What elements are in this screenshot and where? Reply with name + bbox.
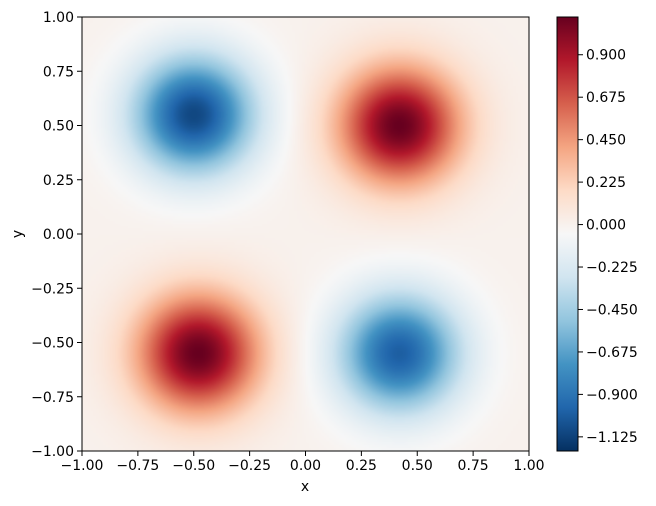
y-tick-label: 0.25 (43, 173, 74, 189)
colorbar-tick-label: 0.225 (586, 175, 626, 191)
x-tick-label: −0.25 (228, 458, 271, 474)
colorbar-tick-label: −1.125 (586, 430, 638, 446)
y-tick-label: −0.25 (31, 281, 74, 297)
x-tick-label: 0.75 (458, 458, 489, 474)
y-tick-label: 0.50 (43, 119, 74, 135)
colorbar-tick-label: −0.450 (586, 302, 638, 318)
colorbar-tick-label: −0.900 (586, 387, 638, 403)
y-tick-label: −1.00 (31, 444, 74, 460)
colorbar: 0.900 0.675 0.450 0.225 0.000 −0.225 −0.450 −0.… (556, 16, 638, 452)
plot-area: −1.00 −0.75 −0.50 −0.25 0.00 0.25 0.50 0.75 1.00… (31, 10, 544, 474)
colorbar-tick-label: 0.675 (586, 90, 626, 106)
x-tick-label: 0.25 (346, 458, 377, 474)
colorbar-tick-label: 0.900 (586, 48, 626, 64)
y-tick-label: −0.50 (31, 336, 74, 352)
y-tick-label: 1.00 (43, 10, 74, 26)
y-tick-label: −0.75 (31, 390, 74, 406)
y-tick-label: 0.00 (43, 227, 74, 243)
colorbar-tick-label: −0.675 (586, 345, 638, 361)
y-axis-label: y (10, 230, 26, 238)
colorbar-tick-label: −0.225 (586, 260, 638, 276)
x-axis-label: x (301, 479, 309, 495)
x-tick-label: −0.50 (172, 458, 215, 474)
y-tick-label: 0.75 (43, 64, 74, 80)
x-tick-label: −0.75 (116, 458, 159, 474)
colorbar-tick-label: 0.450 (586, 133, 626, 149)
colorbar-gradient (556, 16, 579, 452)
x-tick-label: 0.00 (290, 458, 321, 474)
heatmap-image (82, 17, 529, 451)
x-tick-label: 1.00 (513, 458, 544, 474)
colorbar-tick-label: 0.000 (586, 218, 626, 234)
x-tick-label: 0.50 (402, 458, 433, 474)
x-tick-label: −1.00 (61, 458, 104, 474)
